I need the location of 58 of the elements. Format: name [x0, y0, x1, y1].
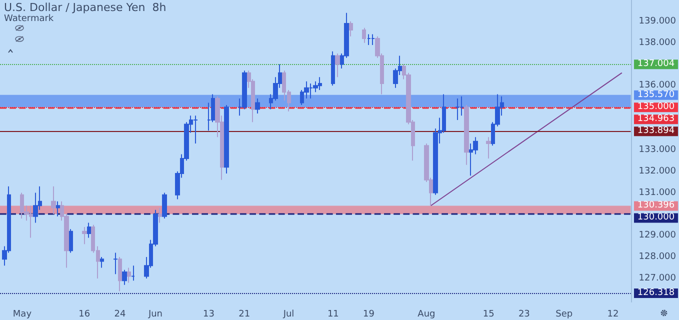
candlestick [100, 256, 104, 268]
legend-label: 134.963 [637, 114, 675, 124]
y-tick-label: 128.000 [638, 252, 676, 262]
candlestick [162, 192, 167, 219]
chart-title: U.S. Dollar / Japanese Yen 8h [4, 1, 166, 14]
candlestick [255, 98, 260, 114]
x-tick-label: May [12, 310, 32, 320]
x-tick-label: Sep [556, 310, 573, 320]
candlestick [335, 53, 340, 78]
candlestick [455, 98, 460, 120]
ref-line-label: 130.000 [637, 212, 675, 223]
y-tick-label: 129.000 [638, 230, 676, 241]
candlestick [224, 104, 229, 174]
candlestick [82, 226, 87, 245]
candlestick [362, 27, 366, 44]
candlestick [331, 50, 335, 86]
ref-line-label: 126.318 [637, 288, 675, 298]
y-tick-label: 131.000 [638, 188, 676, 198]
candlestick [486, 136, 491, 159]
band-label: 130.396 [637, 200, 675, 211]
y-tick-label: 139.000 [638, 16, 676, 26]
ref-line-label: 135.000 [637, 102, 675, 112]
x-tick-label: 12 [607, 310, 619, 320]
candlestick [87, 222, 91, 238]
candlestick [371, 34, 375, 46]
x-tick-label: Aug [418, 310, 436, 320]
x-tick-label: 16 [78, 310, 90, 320]
ref-line-label: 137.004 [637, 59, 675, 70]
candlestick [193, 115, 198, 144]
candlestick [127, 267, 131, 284]
candlestick [51, 186, 56, 215]
candlestick [56, 200, 60, 217]
y-tick-label: 127.000 [638, 273, 676, 284]
band-label: 135.570 [637, 90, 675, 100]
y-tick-label: 136.000 [638, 80, 676, 91]
annotation: Watermark [4, 14, 54, 24]
x-tick-label: 19 [362, 310, 375, 320]
x-tick-label: 11 [327, 310, 339, 320]
candlestick [158, 207, 162, 224]
candlestick [122, 269, 127, 286]
x-tick-label: 21 [238, 310, 250, 320]
candlestick [69, 228, 73, 254]
candlestick [118, 256, 122, 292]
x-tick-label: 23 [518, 310, 530, 320]
candlestick [131, 265, 135, 282]
x-tick-label: Jul [282, 310, 294, 320]
y-tick-label: 133.000 [638, 144, 676, 155]
y-tick-label: 132.000 [638, 166, 676, 176]
y-tick-label: 138.000 [638, 38, 676, 48]
x-tick-label: 24 [114, 310, 126, 320]
x-tick-label: 15 [482, 310, 494, 320]
candlestick [464, 104, 469, 166]
candlestick [349, 20, 353, 37]
x-tick-label: Jun [147, 310, 163, 320]
candlestick [367, 34, 371, 46]
ref-line-label: 133.894 [637, 126, 675, 136]
candlestick [113, 252, 118, 275]
x-tick-label: 13 [203, 310, 215, 320]
